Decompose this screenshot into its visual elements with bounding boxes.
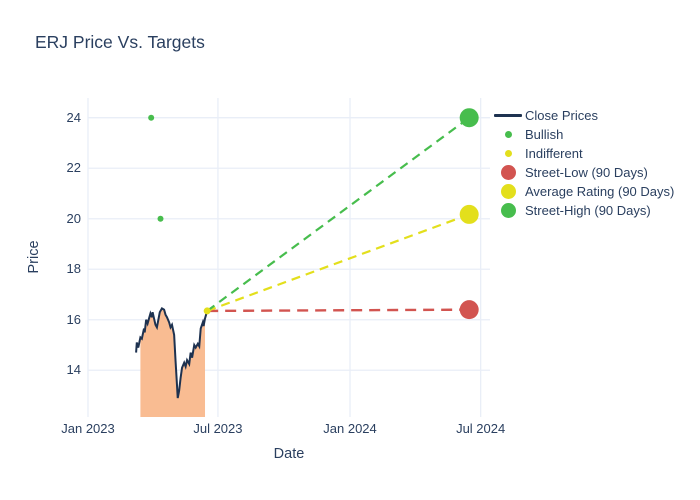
y-tick-label: 24 [66,109,81,125]
close-price-line [135,307,209,399]
y-tick-label: 20 [66,210,81,226]
legend-label: Average Rating (90 Days) [525,184,675,199]
legend-dot-swatch [491,184,525,199]
x-tick-label: Jan 2023 [61,421,115,436]
legend-label: Street-High (90 Days) [525,203,651,218]
x-tick-label: Jul 2024 [456,421,506,436]
y-axis-title: Price [26,240,42,274]
legend-label: Street-Low (90 Days) [525,165,648,180]
legend-item-street-low[interactable]: Street-Low (90 Days) [491,163,674,182]
legend-line-swatch [491,114,525,117]
y-tick-label: 16 [66,311,81,327]
street-low-swatch-shape [500,165,516,180]
legend-item-bullish[interactable]: Bullish [491,125,674,144]
legend-item-street-high[interactable]: Street-High (90 Days) [491,201,674,220]
y-tick-label: 18 [66,261,81,277]
legend-item-indifferent[interactable]: Indifferent [491,144,674,163]
y-tick-label: 14 [66,362,81,378]
legend-item-close-prices[interactable]: Close Prices [491,106,674,125]
indifferent-swatch-shape [504,150,512,157]
legend: Close Prices Bullish Indifferent Street-Low… [491,106,674,220]
close-prices-swatch-shape [494,114,522,117]
street-high-swatch-shape [500,203,516,218]
bullish-swatch-shape [504,131,512,138]
chart-title: ERJ Price Vs. Targets [35,32,205,52]
x-axis-title: Date [273,446,305,462]
legend-dot-swatch [491,150,525,157]
legend-label: Close Prices [525,108,598,123]
legend-item-average-rating[interactable]: Average Rating (90 Days) [491,182,674,201]
x-tick-label: Jan 2024 [323,421,377,436]
legend-dot-swatch [491,131,525,138]
bullish-markers [148,114,164,222]
legend-dot-swatch [491,165,525,180]
legend-label: Indifferent [525,146,583,161]
legend-dot-swatch [491,203,525,218]
average-rating-swatch-shape [500,184,516,199]
legend-label: Bullish [525,127,564,142]
y-tick-label: 22 [66,160,81,176]
indifferent-markers [203,307,211,315]
target-markers [459,108,479,320]
price-area-fill [140,308,206,417]
x-tick-label: Jul 2023 [193,421,243,436]
dashed-projection-lines [206,116,470,313]
